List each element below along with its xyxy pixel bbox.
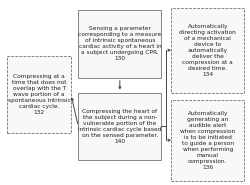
Text: Automatically
generating an
audible alert
when compression
is to be initiated
to: Automatically generating an audible aler… <box>180 111 235 170</box>
FancyBboxPatch shape <box>171 100 244 181</box>
FancyBboxPatch shape <box>78 10 161 78</box>
Text: Compressing the heart of
the subject during a non-
vulnerable portion of the
int: Compressing the heart of the subject dur… <box>78 109 162 144</box>
Text: Sensing a parameter
corresponding to a measure
of intrinsic spontaneous
cardiac : Sensing a parameter corresponding to a m… <box>78 26 162 61</box>
FancyBboxPatch shape <box>171 8 244 92</box>
Text: Automatically
directing activation
of a mechanical
device to
automatically
deliv: Automatically directing activation of a … <box>180 24 236 77</box>
FancyBboxPatch shape <box>8 56 71 133</box>
Text: Compressing at a
time that does not
overlap with the T
wave portion of a
spontan: Compressing at a time that does not over… <box>8 74 71 115</box>
FancyBboxPatch shape <box>78 92 161 160</box>
